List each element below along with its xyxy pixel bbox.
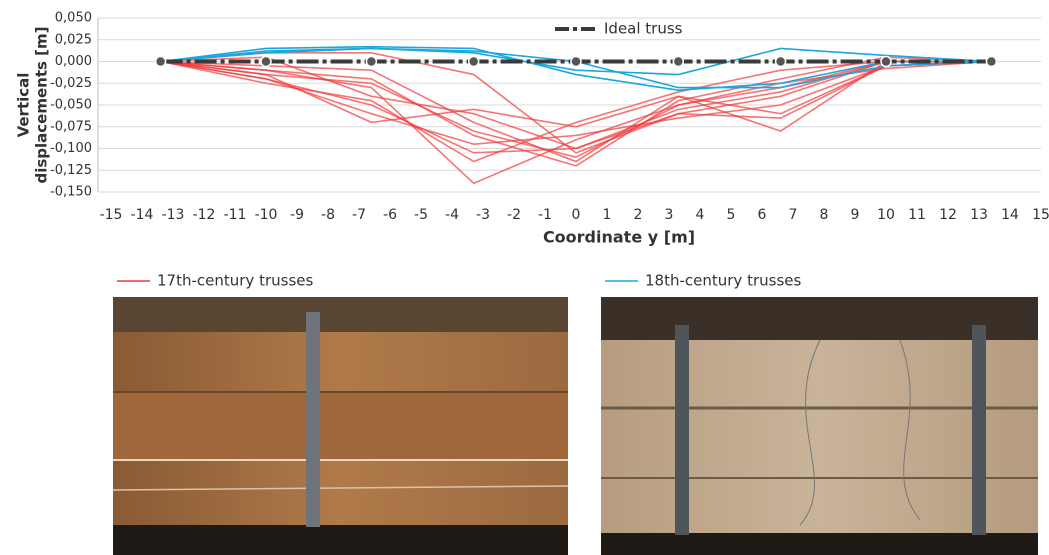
x-tick-label: -6 [383,207,397,223]
x-tick-label: -2 [507,207,521,223]
x-tick-label: 3 [665,207,674,223]
x-tick-label: 1 [603,207,612,223]
data-line [160,60,992,185]
x-tick-label: -9 [290,207,304,223]
legend-label: Ideal truss [604,20,683,38]
legend-label: 18th-century trusses [645,272,801,290]
data-line [160,56,992,167]
node-marker [154,55,167,68]
y-tick-label: -0,125 [50,163,92,178]
x-tick-label: -3 [476,207,490,223]
x-tick-label: 2 [634,207,643,223]
y-axis-label: Vertical [15,73,33,138]
x-axis-label: Coordinate y [m] [543,228,695,247]
y-tick-label: -0,025 [50,76,92,91]
node-marker [365,55,378,68]
x-tick-label: 4 [696,207,705,223]
x-tick-label: 11 [908,207,926,223]
y-tick-label: -0,150 [50,185,92,200]
node-marker [672,55,685,68]
x-tick-label: -13 [162,207,185,223]
x-tick-label: -15 [100,207,123,223]
x-tick-label: -11 [224,207,247,223]
x-tick-label: -7 [352,207,366,223]
node-marker [260,55,272,68]
y-tick-label: -0,075 [50,119,92,134]
node-marker [774,55,787,68]
x-tick-label: 6 [758,207,767,223]
x-tick-label: -8 [321,207,335,223]
x-tick-label: 10 [877,207,895,223]
x-tick-label: 14 [1001,207,1019,223]
data-line [160,45,992,92]
x-tick-label: 7 [789,207,798,223]
x-tick-label: -1 [538,207,552,223]
y-axis-label: displacements [m] [33,26,51,183]
x-tick-label: 8 [820,207,829,223]
x-tick-label: 5 [727,207,736,223]
x-tick-label: 9 [851,207,860,223]
x-tick-label: 12 [939,207,957,223]
data-line [160,56,992,150]
x-tick-label: 13 [970,207,988,223]
x-tick-label: -10 [255,207,278,223]
node-marker [570,55,582,68]
y-tick-label: 0,025 [55,32,92,47]
node-marker [467,55,480,68]
node-marker [985,55,998,68]
y-tick-label: 0,050 [55,11,92,26]
data-line [160,47,992,76]
data-line [160,60,992,163]
data-line [160,51,992,154]
y-tick-label: 0,000 [55,54,92,69]
node-marker [880,55,892,68]
photo-17th [112,297,569,555]
legend-label: 17th-century trusses [157,272,313,290]
y-tick-label: -0,100 [50,141,92,156]
x-tick-label: -4 [445,207,459,223]
x-tick-label: -14 [131,207,154,223]
y-tick-label: -0,050 [50,98,92,113]
x-tick-label: -12 [193,207,216,223]
x-tick-label: 0 [572,207,581,223]
x-tick-label: 15 [1032,207,1049,223]
data-line [160,60,992,145]
photo-18th [601,297,1038,555]
x-tick-label: -5 [414,207,428,223]
